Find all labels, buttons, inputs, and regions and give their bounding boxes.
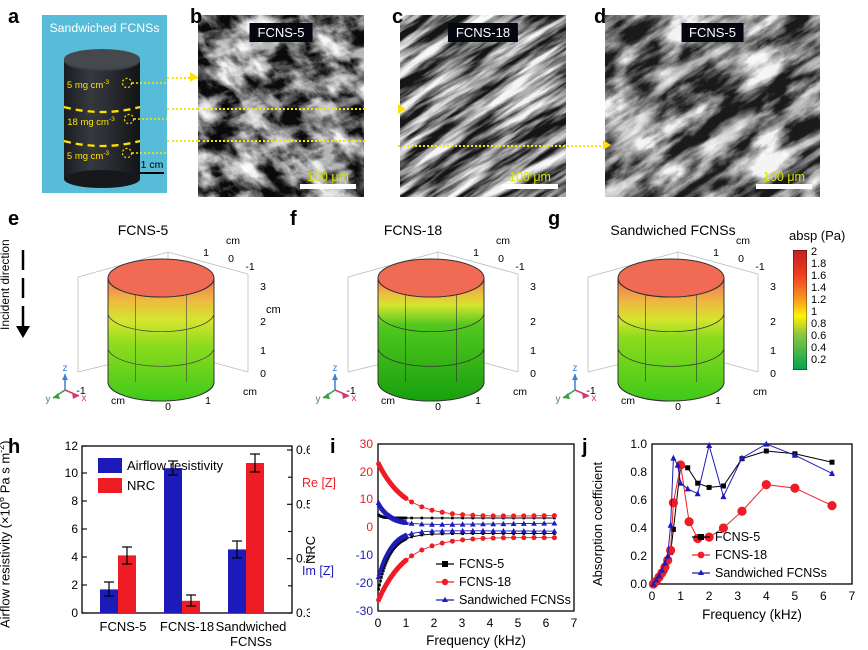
svg-text:FCNS-5: FCNS-5	[459, 557, 504, 571]
svg-text:18 mg cm-3: 18 mg cm-3	[67, 116, 115, 128]
svg-text:3: 3	[260, 281, 266, 293]
svg-text:-20: -20	[356, 576, 374, 590]
svg-text:6: 6	[543, 616, 550, 630]
svg-text:1: 1	[203, 247, 209, 259]
svg-text:10: 10	[65, 466, 79, 480]
svg-text:FCNS-18: FCNS-18	[459, 575, 511, 589]
svg-text:Frequency (kHz): Frequency (kHz)	[702, 607, 802, 622]
svg-text:FCNS-18: FCNS-18	[715, 548, 767, 562]
svg-text:0: 0	[366, 520, 373, 534]
svg-text:0.5: 0.5	[296, 497, 310, 511]
svg-text:5 mg cm-3: 5 mg cm-3	[67, 79, 110, 91]
svg-text:cm: cm	[753, 386, 767, 398]
svg-text:3: 3	[734, 589, 741, 603]
svg-text:3: 3	[459, 616, 466, 630]
svg-text:x: x	[592, 393, 597, 404]
svg-text:1: 1	[403, 616, 410, 630]
svg-text:cm: cm	[111, 395, 125, 407]
svg-text:0: 0	[649, 589, 656, 603]
svg-text:10: 10	[360, 492, 374, 506]
svg-text:0.3: 0.3	[296, 606, 310, 620]
svg-text:1: 1	[715, 395, 721, 407]
svg-text:2: 2	[71, 578, 78, 592]
svg-text:2: 2	[431, 616, 438, 630]
svg-text:0: 0	[738, 253, 744, 265]
svg-text:1: 1	[713, 247, 719, 259]
svg-text:0: 0	[375, 616, 382, 630]
svg-text:0: 0	[71, 606, 78, 620]
svg-text:-10: -10	[356, 548, 374, 562]
svg-text:5: 5	[515, 616, 522, 630]
svg-text:0: 0	[498, 253, 504, 265]
svg-text:12: 12	[65, 439, 79, 453]
svg-text:y: y	[46, 394, 51, 405]
svg-text:z: z	[333, 363, 338, 374]
svg-text:2: 2	[260, 316, 266, 328]
svg-text:2: 2	[706, 589, 713, 603]
svg-text:5 mg cm-3: 5 mg cm-3	[67, 150, 110, 162]
svg-text:y: y	[316, 394, 321, 405]
svg-text:0.6: 0.6	[630, 493, 647, 507]
svg-text:1: 1	[473, 247, 479, 259]
svg-text:0.2: 0.2	[630, 549, 647, 563]
svg-text:FCNSs: FCNSs	[230, 634, 272, 649]
svg-text:1 cm: 1 cm	[141, 159, 164, 171]
svg-text:FCNS-5: FCNS-5	[100, 619, 147, 634]
svg-text:7: 7	[571, 616, 578, 630]
svg-text:cm: cm	[621, 395, 635, 407]
svg-text:Airflow resistivity: Airflow resistivity	[127, 458, 224, 473]
svg-text:0.6: 0.6	[296, 443, 310, 457]
svg-text:0.8: 0.8	[630, 465, 647, 479]
svg-text:6: 6	[820, 589, 827, 603]
svg-text:Sandwiched FCNSs: Sandwiched FCNSs	[715, 566, 827, 580]
svg-text:3: 3	[770, 281, 776, 293]
svg-text:0: 0	[435, 401, 441, 413]
svg-text:0: 0	[165, 401, 171, 413]
svg-text:Frequency (kHz): Frequency (kHz)	[426, 633, 526, 648]
svg-text:6: 6	[71, 522, 78, 536]
svg-text:0.0: 0.0	[630, 577, 647, 591]
svg-text:5: 5	[792, 589, 799, 603]
svg-text:cm: cm	[513, 386, 527, 398]
svg-text:NRC: NRC	[127, 478, 155, 493]
svg-text:0: 0	[675, 401, 681, 413]
svg-text:y: y	[556, 394, 561, 405]
svg-text:0: 0	[770, 368, 776, 380]
svg-text:x: x	[82, 393, 87, 404]
svg-text:4: 4	[763, 589, 770, 603]
svg-text:cm: cm	[381, 395, 395, 407]
svg-text:8: 8	[71, 494, 78, 508]
svg-text:-1: -1	[515, 261, 524, 273]
svg-text:Sandwiched FCNSs: Sandwiched FCNSs	[459, 593, 571, 607]
svg-text:-1: -1	[755, 261, 764, 273]
svg-text:x: x	[352, 393, 357, 404]
svg-text:z: z	[573, 363, 578, 374]
svg-text:2: 2	[770, 316, 776, 328]
svg-text:1: 1	[677, 589, 684, 603]
svg-text:20: 20	[360, 465, 374, 479]
svg-text:-1: -1	[245, 261, 254, 273]
svg-text:0.4: 0.4	[630, 521, 647, 535]
svg-text:1.0: 1.0	[630, 437, 647, 451]
svg-text:1: 1	[770, 345, 776, 357]
svg-text:FCNS-5: FCNS-5	[715, 530, 760, 544]
svg-text:1: 1	[260, 345, 266, 357]
svg-text:cm: cm	[243, 386, 257, 398]
svg-text:z: z	[63, 363, 68, 374]
svg-text:Sandwiched: Sandwiched	[216, 619, 287, 634]
svg-text:-30: -30	[356, 604, 374, 618]
svg-text:0: 0	[228, 253, 234, 265]
svg-text:1: 1	[475, 395, 481, 407]
svg-text:FCNS-18: FCNS-18	[160, 619, 214, 634]
svg-text:4: 4	[71, 550, 78, 564]
svg-text:0: 0	[260, 368, 266, 380]
svg-text:7: 7	[849, 589, 856, 603]
svg-text:4: 4	[487, 616, 494, 630]
svg-text:30: 30	[360, 437, 374, 451]
svg-text:1: 1	[205, 395, 211, 407]
